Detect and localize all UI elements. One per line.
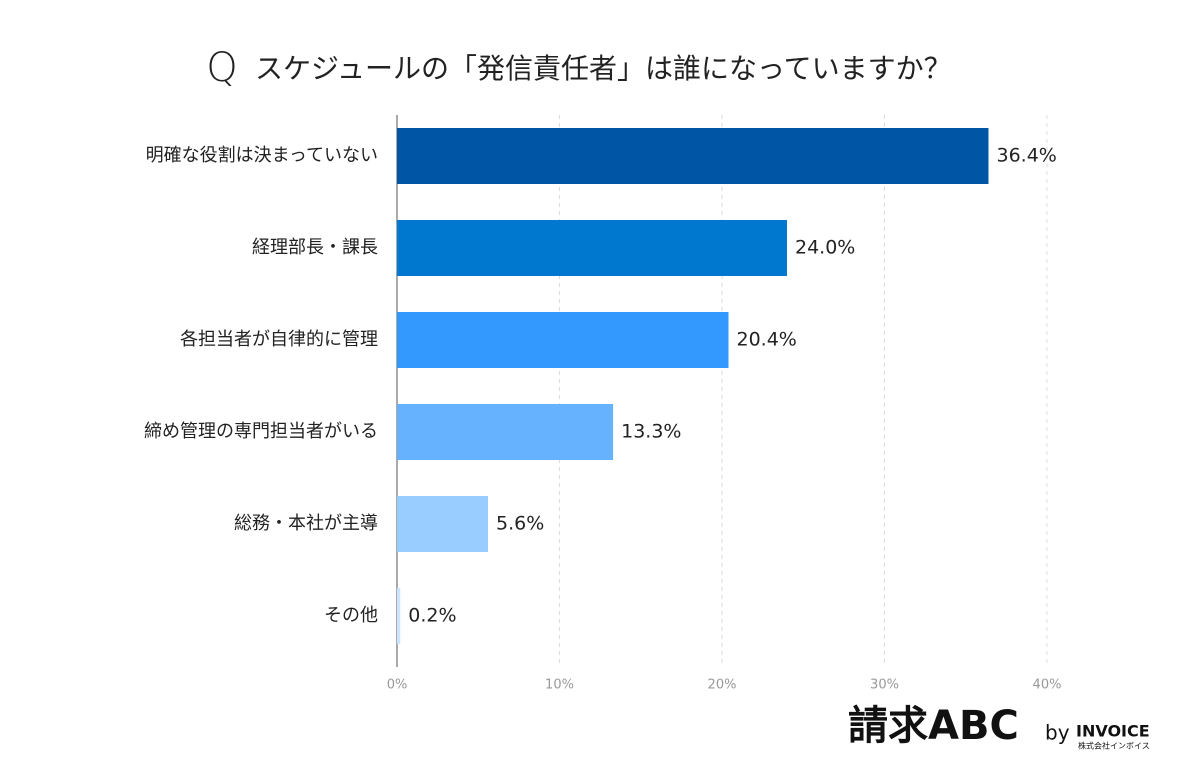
bar bbox=[397, 312, 729, 368]
x-tick-label: 10% bbox=[545, 678, 574, 693]
x-tick-label: 30% bbox=[870, 678, 899, 693]
value-label: 20.4% bbox=[737, 329, 797, 351]
bar bbox=[397, 588, 401, 644]
logo: 請求ABC by INVOICE 株式会社インボイス bbox=[848, 703, 1150, 751]
value-label: 24.0% bbox=[795, 237, 855, 259]
y-tick-label: 各担当者が自律的に管理 bbox=[180, 329, 378, 350]
logo-text: 請求ABC bbox=[848, 703, 1019, 749]
value-label: 13.3% bbox=[621, 421, 681, 443]
logo-company-jp: 株式会社インボイス bbox=[1078, 741, 1150, 751]
logo-by: by bbox=[1045, 721, 1070, 745]
y-tick-label: 締め管理の専門担当者がいる bbox=[144, 421, 378, 442]
y-tick-label: 経理部長・課長 bbox=[252, 237, 378, 258]
y-tick-label: 明確な役割は決まっていない bbox=[146, 145, 378, 166]
x-tick-label: 0% bbox=[387, 678, 408, 693]
value-label: 36.4% bbox=[997, 145, 1057, 167]
bar bbox=[397, 220, 787, 276]
y-tick-label: その他 bbox=[324, 605, 378, 626]
x-tick-label: 40% bbox=[1033, 678, 1062, 693]
title-mark: Q bbox=[206, 45, 237, 91]
value-label: 5.6% bbox=[496, 513, 544, 535]
bar bbox=[397, 496, 488, 552]
bar bbox=[397, 404, 614, 460]
chart-title: スケジュールの「発信責任者」は誰になっていますか？ bbox=[255, 52, 952, 85]
bar bbox=[397, 128, 989, 184]
value-label: 0.2% bbox=[408, 605, 456, 627]
logo-company: INVOICE bbox=[1076, 722, 1150, 741]
y-tick-label: 総務・本社が主導 bbox=[234, 513, 378, 534]
x-tick-label: 20% bbox=[708, 678, 737, 693]
